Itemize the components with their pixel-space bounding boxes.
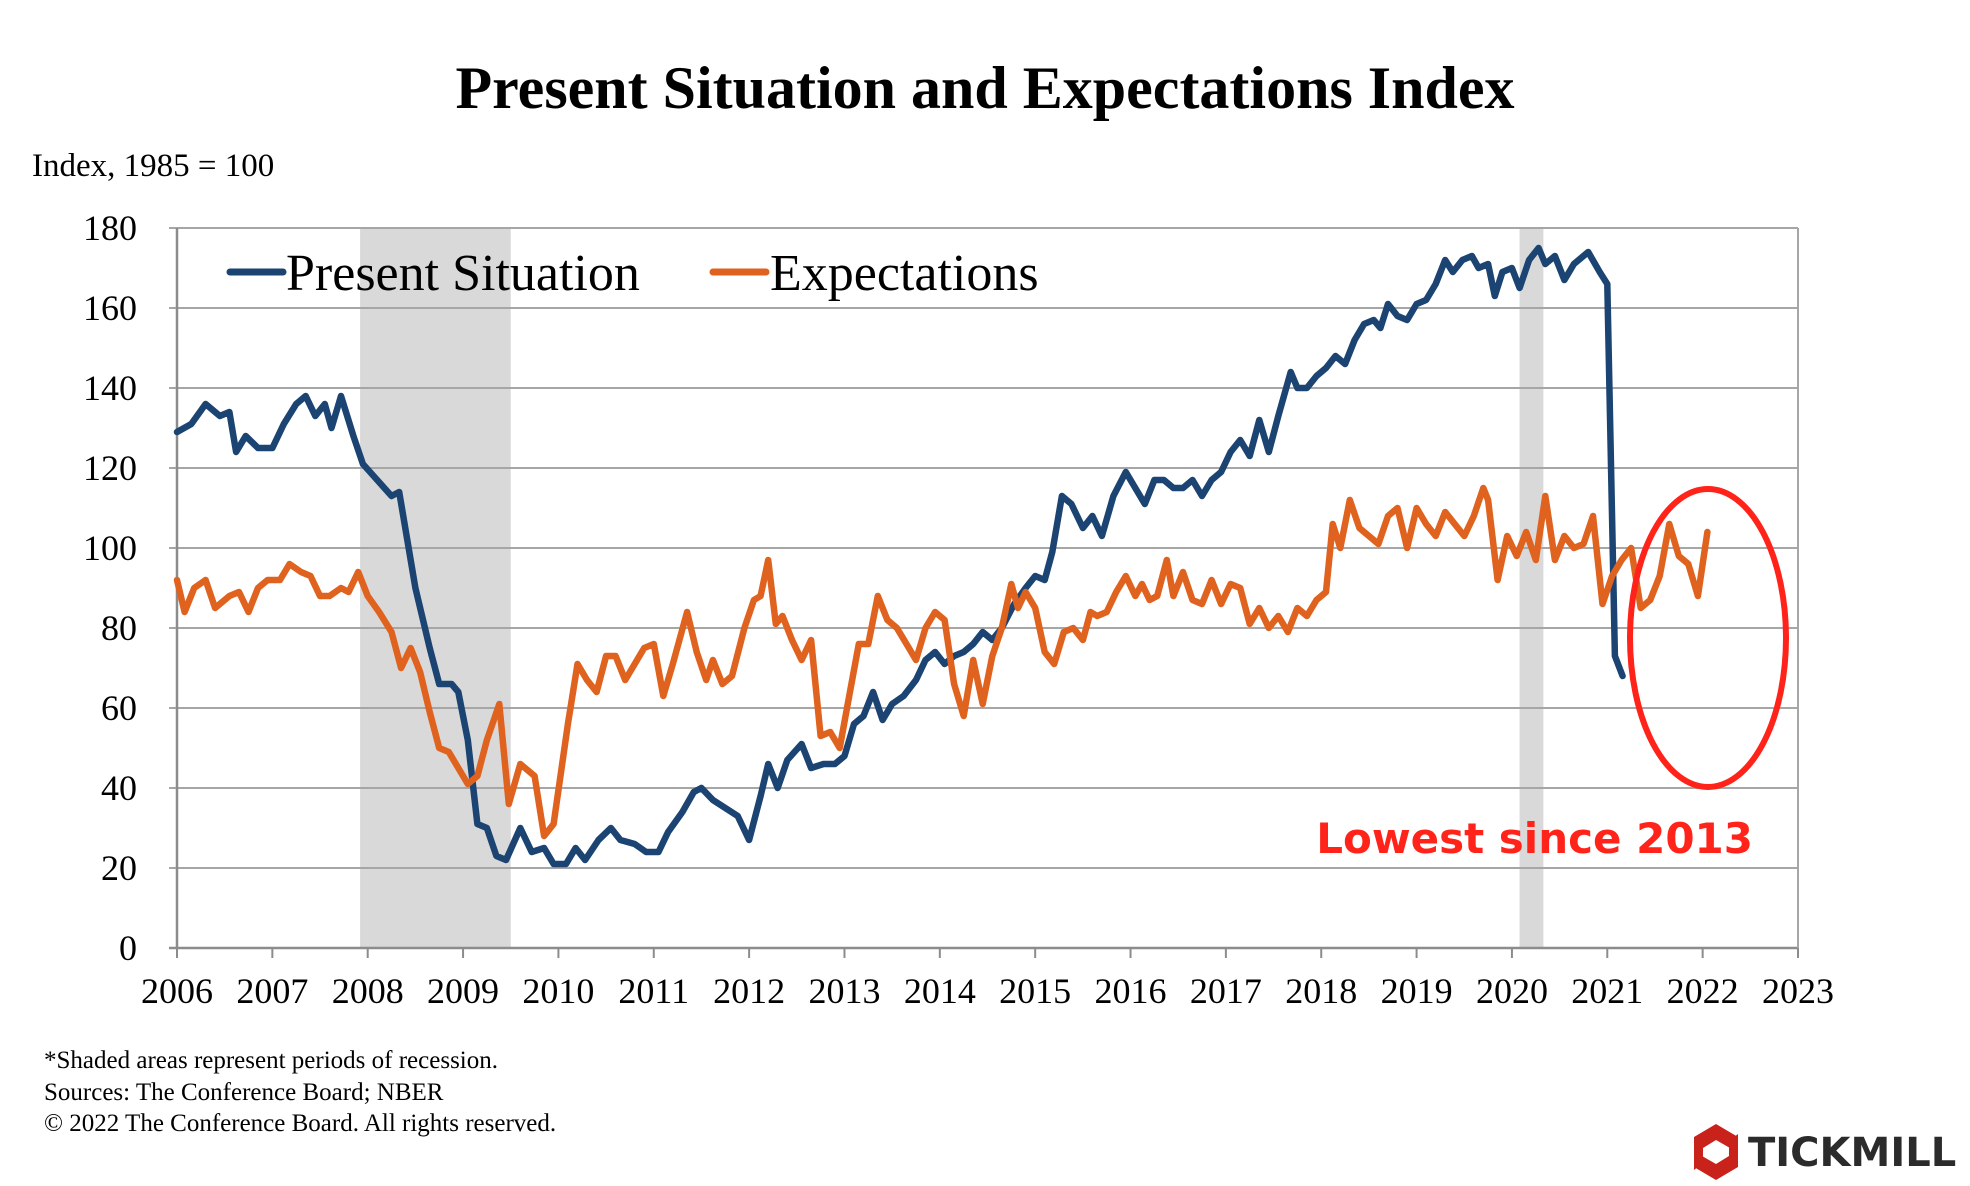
y-tick-label: 60 [101, 688, 137, 728]
y-axis-unit-label: Index, 1985 = 100 [32, 148, 274, 184]
x-tick-label: 2023 [1762, 971, 1834, 1011]
x-tick-label: 2020 [1476, 971, 1548, 1011]
tickmill-wordmark: TICKMILL [1748, 1130, 1956, 1176]
x-tick-label: 2013 [808, 971, 880, 1011]
x-tick-label: 2009 [427, 971, 499, 1011]
x-tick-label: 2010 [522, 971, 594, 1011]
x-tick-label: 2019 [1381, 971, 1453, 1011]
y-axis-ticks: 0 20 40 60 80 100 120 140 160 180 [83, 208, 137, 968]
y-tick-label: 120 [83, 448, 137, 488]
tickmill-hexagon-icon [1694, 1124, 1738, 1180]
x-tick-label: 2021 [1571, 971, 1643, 1011]
y-tick-label: 20 [101, 848, 137, 888]
legend: Present Situation Expectations [226, 245, 1039, 302]
y-tick-label: 140 [83, 368, 137, 408]
x-tick-label: 2006 [141, 971, 213, 1011]
x-tick-label: 2016 [1095, 971, 1167, 1011]
series-lines [173, 244, 1711, 868]
chart-title: Present Situation and Expectations Index [455, 55, 1514, 121]
y-tick-label: 0 [119, 928, 137, 968]
legend-label-present-situation: Present Situation [286, 245, 640, 302]
y-tick-label: 160 [83, 288, 137, 328]
recession-band [1519, 228, 1544, 948]
y-tick-label: 100 [83, 528, 137, 568]
y-tick-label: 40 [101, 768, 137, 808]
recession-shading [360, 228, 1544, 948]
x-tick-label: 2014 [904, 971, 976, 1011]
x-tick-label: 2011 [618, 971, 689, 1011]
gridlines [169, 227, 1798, 869]
y-tick-label: 180 [83, 208, 137, 248]
footnote-recession: *Shaded areas represent periods of reces… [44, 1047, 498, 1074]
series-line-present-situation [173, 244, 1626, 868]
legend-label-expectations: Expectations [770, 245, 1039, 302]
x-tick-label: 2008 [332, 971, 404, 1011]
x-tick-label: 2007 [236, 971, 308, 1011]
annotation-text: Lowest since 2013 [1316, 814, 1753, 863]
footnote-sources: Sources: The Conference Board; NBER [44, 1079, 444, 1106]
x-axis-ticks: 2006 2007 2008 2009 2010 2011 2012 2013 2014 2015… [141, 948, 1834, 1011]
annotation-ellipse [1627, 486, 1789, 790]
x-tick-label: 2017 [1190, 971, 1262, 1011]
x-tick-label: 2018 [1285, 971, 1357, 1011]
x-tick-label: 2022 [1667, 971, 1739, 1011]
footnote-copyright: © 2022 The Conference Board. All rights … [44, 1110, 556, 1137]
series-line-expectations [173, 484, 1711, 840]
x-tick-label: 2015 [999, 971, 1071, 1011]
x-tick-label: 2012 [713, 971, 785, 1011]
y-tick-label: 80 [101, 608, 137, 648]
tickmill-logo: TICKMILL [1694, 1124, 1956, 1180]
